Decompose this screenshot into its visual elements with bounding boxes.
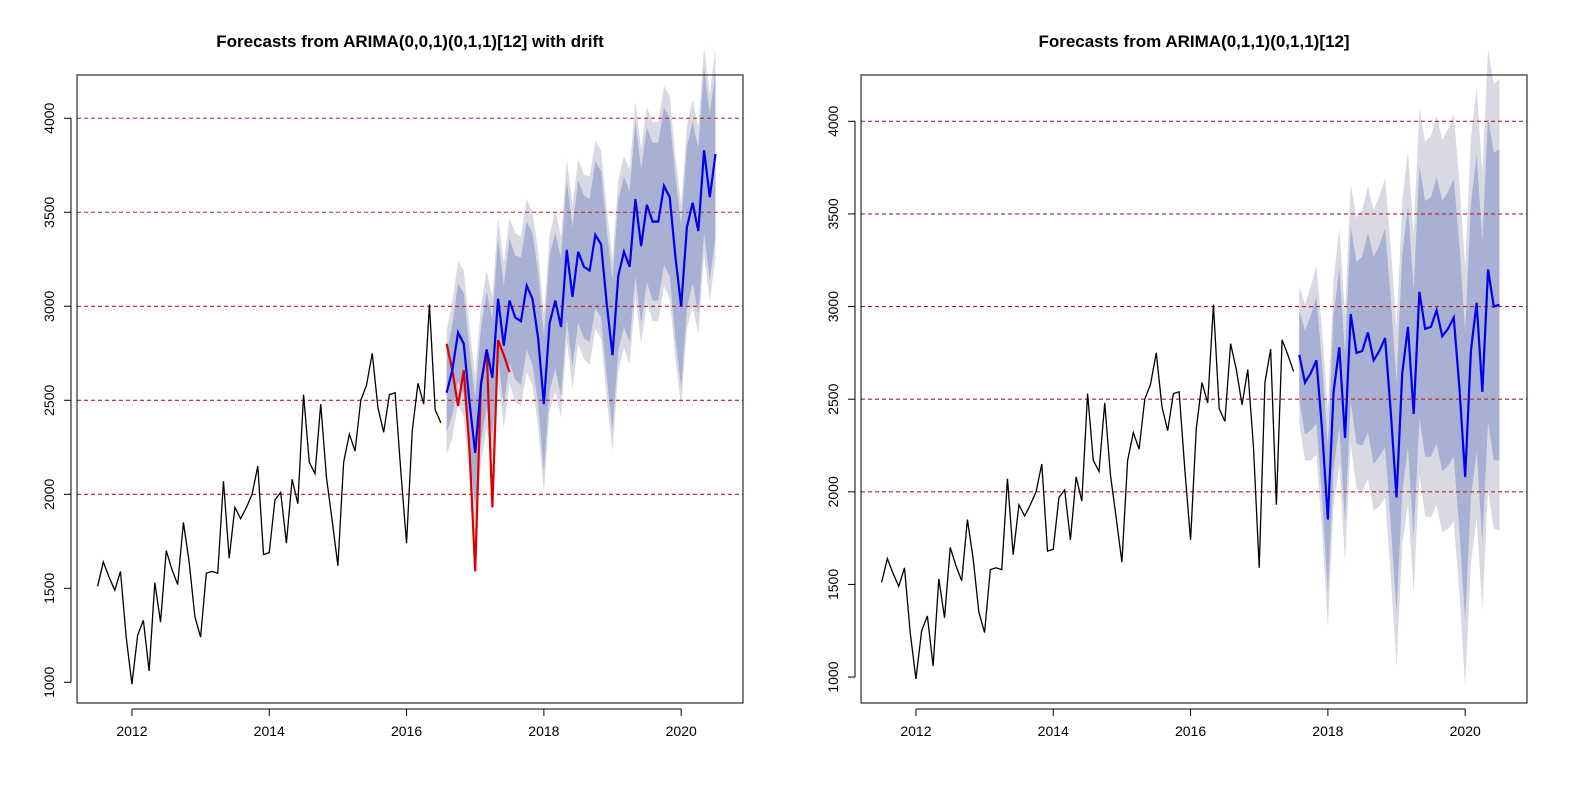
left-x-tick-label: 2016	[391, 723, 422, 739]
left-observed-line	[96, 304, 442, 685]
right-y-tick-label: 3000	[825, 291, 841, 322]
right-chart-title: Forecasts from ARIMA(0,1,1)(0,1,1)[12]	[1038, 32, 1349, 51]
right-x-tick-label: 2020	[1450, 723, 1481, 739]
right-y-tick-label: 2000	[825, 476, 841, 507]
left-forecast-line	[445, 150, 717, 454]
left-panel: 2012 2014 2016 2018 2020 1000 1500 2000 2500 3000…	[41, 32, 744, 739]
right-forecast-line	[1298, 269, 1500, 520]
left-x-tick-label: 2018	[528, 723, 559, 739]
right-x-tick-label: 2014	[1038, 723, 1069, 739]
left-y-tick-label: 4000	[41, 102, 57, 133]
left-band-80	[446, 67, 716, 508]
right-band-80	[1299, 117, 1500, 622]
left-y-tick-label: 3500	[41, 196, 57, 227]
left-chart-title: Forecasts from ARIMA(0,0,1)(0,1,1)[12] w…	[216, 32, 604, 51]
right-plot-frame	[860, 74, 1528, 704]
left-y-tick-label: 3000	[41, 290, 57, 321]
left-y-tick-label: 2500	[41, 385, 57, 416]
left-x-tick-label: 2020	[666, 723, 697, 739]
left-y-tick-label: 1000	[41, 667, 57, 698]
right-observed-line	[880, 304, 1295, 679]
left-plot-frame	[76, 74, 744, 704]
left-y-tick-label: 2000	[41, 479, 57, 510]
right-y-tick-label: 4000	[825, 106, 841, 137]
right-panel: 2012 2014 2016 2018 2020 1000 1500 2000 2500 3000…	[825, 32, 1528, 739]
right-x-tick-label: 2016	[1175, 723, 1206, 739]
left-actual-line	[445, 339, 511, 572]
right-x-tick-label: 2018	[1312, 723, 1343, 739]
right-y-tick-label: 1500	[825, 569, 841, 600]
right-y-tick-label: 2500	[825, 383, 841, 414]
left-x-tick-label: 2012	[116, 723, 147, 739]
right-y-tick-label: 3500	[825, 198, 841, 229]
left-x-tick-label: 2014	[254, 723, 285, 739]
left-y-tick-label: 1500	[41, 573, 57, 604]
right-y-tick-label: 1000	[825, 661, 841, 692]
right-x-tick-label: 2012	[900, 723, 931, 739]
